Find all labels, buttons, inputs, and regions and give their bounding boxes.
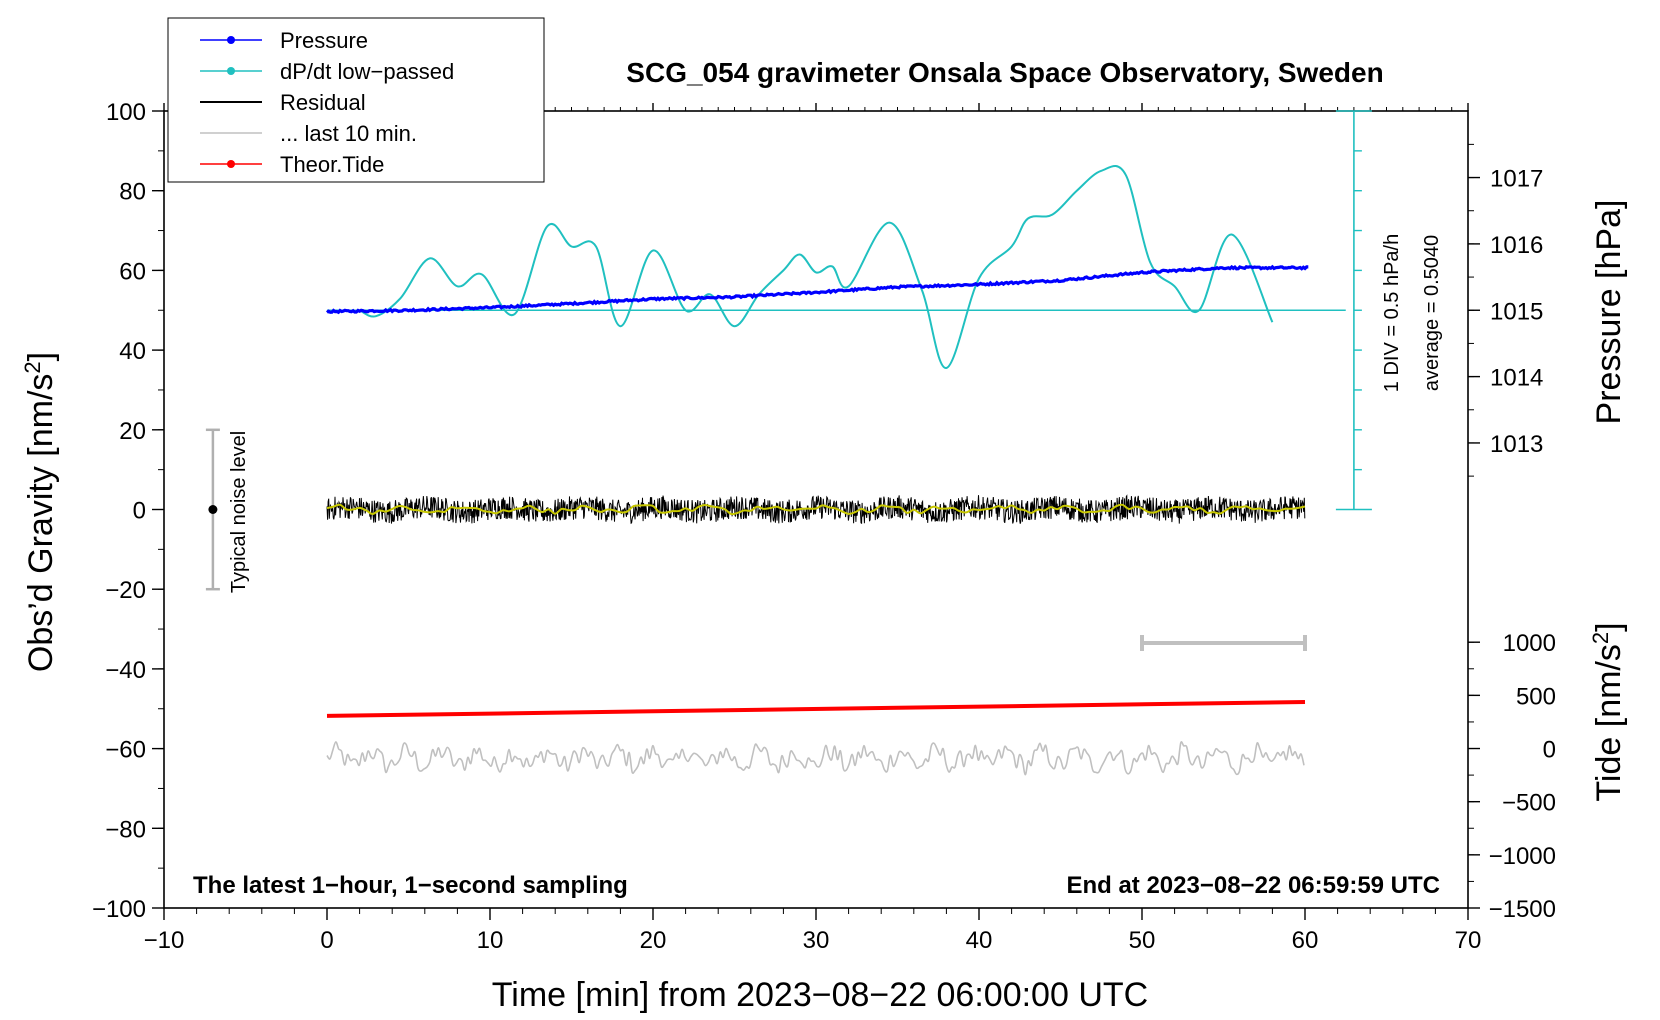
legend-marker [227, 67, 235, 75]
y-tick-label: 100 [106, 99, 146, 126]
y-tick-label: −20 [105, 577, 146, 604]
pressure-scale-bar [1335, 110, 1372, 511]
x-tick-label: 40 [966, 927, 993, 954]
legend: Pressure dP/dt low−passed Residual ... last… [167, 17, 545, 183]
scale-avg-label: average = 0.5040 [1421, 235, 1443, 391]
tide-tick-label: 0 [1543, 737, 1556, 764]
tide-tick-label: 500 [1516, 683, 1556, 710]
x-axis-title: Time [min] from 2023−08−22 06:00:00 UTC [492, 976, 1148, 1014]
chart-title: SCG_054 gravimeter Onsala Space Observat… [626, 57, 1383, 88]
y-tick-label: 80 [119, 179, 146, 206]
x-tick-label: −10 [144, 927, 185, 954]
pressure-tick-label: 1014 [1490, 365, 1543, 392]
footer-left-note: The latest 1−hour, 1−second sampling [193, 872, 628, 899]
x-tick-label: 30 [803, 927, 830, 954]
noise-bar-center [208, 505, 218, 514]
series-tide [326, 699, 1306, 718]
y-tick-label: 60 [119, 258, 146, 285]
pressure-tick-label: 1015 [1490, 298, 1543, 325]
y-axis-title-pressure: Pressure [hPa] [1590, 200, 1628, 425]
x-tick-label: 60 [1292, 927, 1319, 954]
series-residual-smoothed [326, 503, 1306, 516]
x-tick-label: 20 [640, 927, 667, 954]
x-tick-label: 10 [477, 927, 504, 954]
y-axis-title-gravity: Obs’d Gravity [nm/s2] [20, 352, 60, 672]
footer-right-note: End at 2023−08−22 06:59:59 UTC [1066, 872, 1440, 899]
x-tick-label: 0 [320, 927, 333, 954]
y-axis-gravity: −100 −80 −60 −40 −20 0 20 40 60 80 100 [92, 99, 164, 923]
x-tick-label: 50 [1129, 927, 1156, 954]
tide-tick-label: −500 [1502, 790, 1556, 817]
series-last-10-min [326, 741, 1305, 776]
legend-label: dP/dt low−passed [280, 59, 454, 84]
legend-label: Residual [280, 90, 366, 115]
pressure-tick-label: 1013 [1490, 431, 1543, 458]
legend-label: Pressure [280, 28, 368, 53]
legend-label: Theor.Tide [280, 152, 384, 177]
scale-div-label: 1 DIV = 0.5 hPa/h [1381, 234, 1403, 392]
y-tick-label: −80 [105, 816, 146, 843]
series-pressure [325, 264, 1309, 315]
y-axis-tide: −1500 −1000 −500 0 500 1000 [1468, 630, 1556, 923]
tide-tick-label: −1000 [1489, 843, 1556, 870]
pressure-tick-label: 1016 [1490, 232, 1543, 259]
y-tick-label: 20 [119, 418, 146, 445]
series-dpdt [359, 165, 1274, 369]
y-tick-label: −60 [105, 737, 146, 764]
legend-box [167, 17, 545, 183]
pressure-tick-label: 1017 [1490, 166, 1543, 193]
noise-label: Typical noise level [228, 431, 250, 593]
y-tick-label: 40 [119, 338, 146, 365]
y-tick-label: −100 [92, 896, 146, 923]
y-tick-label: 0 [133, 498, 146, 525]
noise-indicator [205, 428, 220, 591]
x-axis: −10 0 10 20 30 40 50 60 70 [144, 103, 1482, 954]
y-axis-title-tide: Tide [nm/s2] [1588, 622, 1628, 801]
tide-tick-label: 1000 [1503, 630, 1556, 657]
legend-marker [227, 36, 235, 44]
legend-marker [227, 160, 235, 168]
y-tick-label: −40 [105, 657, 146, 684]
tide-tick-label: −1500 [1489, 896, 1556, 923]
legend-label: ... last 10 min. [280, 121, 417, 146]
series-layer [325, 165, 1346, 776]
y-axis-pressure: 1013 1014 1015 1016 1017 [1468, 143, 1543, 477]
x-tick-label: 70 [1455, 927, 1482, 954]
